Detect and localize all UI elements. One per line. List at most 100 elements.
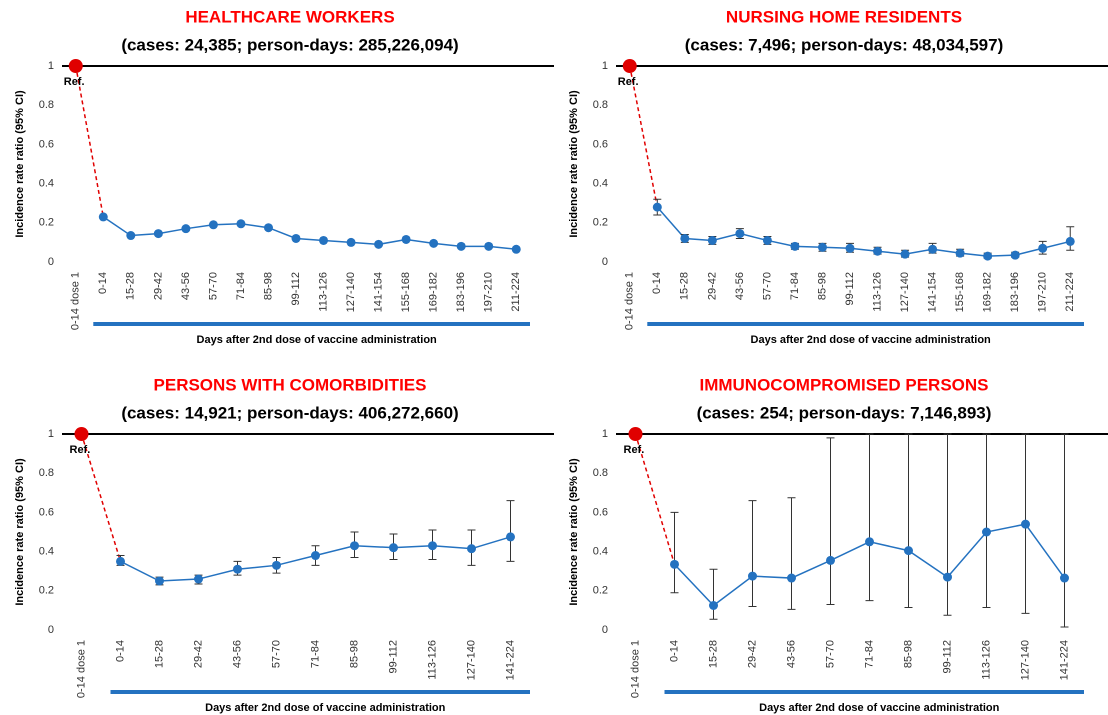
ref-connector: [80, 433, 122, 562]
point: [943, 572, 952, 582]
point: [291, 233, 301, 243]
error-bar: [943, 433, 952, 616]
x-tick-label: 15-28: [153, 640, 165, 668]
point: [1021, 519, 1030, 529]
point: [790, 241, 800, 251]
point: [208, 220, 218, 230]
x-tick-label: 57-70: [761, 272, 773, 300]
x-tick-label: 0-14 dose 1: [75, 640, 87, 698]
point: [194, 574, 203, 584]
y-tick-label: 0.6: [39, 506, 54, 518]
x-axis-label: Days after 2nd dose of vaccine administr…: [759, 702, 1000, 714]
point: [263, 223, 273, 233]
point: [346, 237, 356, 247]
error-bar: [904, 433, 913, 608]
point: [153, 229, 163, 239]
point: [709, 601, 718, 610]
point: [1038, 243, 1048, 253]
point: [787, 573, 796, 583]
y-tick-label: 1: [48, 428, 54, 440]
point: [456, 241, 466, 251]
reference-point: [68, 59, 83, 73]
y-tick-label: 0.6: [593, 506, 608, 518]
x-tick-label: 197-210: [1037, 272, 1049, 312]
x-tick-label: 113-126: [426, 640, 438, 680]
chart-title: PERSONS WITH COMORBIDITIES: [154, 375, 427, 394]
point: [652, 202, 662, 212]
point: [181, 224, 191, 234]
x-tick-label: 183-196: [455, 272, 467, 312]
x-tick-label: 99-112: [387, 640, 399, 673]
point: [904, 546, 913, 556]
point: [511, 244, 521, 254]
x-tick-label: 43-56: [734, 272, 746, 300]
point: [1010, 250, 1020, 260]
point: [670, 559, 679, 569]
point: [272, 560, 281, 570]
x-tick-label: 71-84: [863, 640, 875, 668]
point: [484, 241, 494, 251]
x-tick-label: 141-224: [1058, 640, 1070, 680]
x-tick-label: 85-98: [816, 272, 828, 300]
point: [233, 564, 242, 574]
x-tick-label: 0-14: [97, 272, 109, 294]
point: [236, 219, 246, 229]
y-axis-label: Incidence rate ratio (95% CI): [14, 90, 26, 238]
point: [350, 541, 359, 551]
x-tick-label: 85-98: [262, 272, 274, 300]
x-tick-label: 127-140: [1019, 640, 1031, 680]
error-bar: [787, 497, 796, 610]
y-tick-label: 0.2: [593, 217, 608, 229]
y-axis-label: Incidence rate ratio (95% CI): [568, 458, 580, 606]
point: [955, 248, 965, 258]
x-tick-label: 99-112: [844, 272, 856, 305]
x-tick-label: 169-182: [982, 272, 994, 312]
x-tick-label: 141-224: [504, 640, 516, 680]
error-bar: [506, 500, 515, 562]
point: [389, 543, 398, 553]
y-tick-label: 0.8: [593, 467, 608, 479]
point: [374, 239, 384, 249]
x-tick-label: 211-224: [1064, 272, 1076, 312]
x-tick-label: 0-14: [651, 272, 663, 294]
point: [762, 235, 772, 245]
point: [982, 527, 991, 537]
x-tick-label: 197-210: [483, 272, 495, 312]
point: [845, 243, 855, 253]
reference-point: [622, 59, 637, 73]
y-tick-label: 1: [602, 428, 608, 440]
y-tick-label: 0: [602, 256, 608, 268]
x-tick-label: 155-168: [954, 272, 966, 312]
y-tick-label: 0.4: [593, 178, 608, 190]
x-tick-label: 43-56: [231, 640, 243, 668]
x-tick-label: 29-42: [192, 640, 204, 668]
point: [311, 551, 320, 561]
x-tick-label: 0-14: [114, 640, 126, 662]
y-tick-label: 0.2: [39, 217, 54, 229]
x-tick-label: 99-112: [290, 272, 302, 305]
y-tick-label: 0: [48, 624, 54, 636]
point: [1060, 573, 1069, 583]
point: [983, 251, 993, 261]
x-tick-label: 141-154: [372, 272, 384, 312]
x-tick-label: 57-70: [824, 640, 836, 668]
chart-subtitle: (cases: 7,496; person-days: 48,034,597): [685, 35, 1003, 54]
x-tick-label: 155-168: [400, 272, 412, 312]
point: [873, 246, 883, 256]
x-tick-label: 113-126: [317, 272, 329, 312]
x-tick-label: 99-112: [941, 640, 953, 673]
x-tick-label: 113-126: [871, 272, 883, 312]
reference-point: [628, 427, 643, 441]
point: [506, 532, 515, 542]
point: [865, 537, 874, 547]
point: [116, 556, 125, 566]
x-tick-label: 127-140: [465, 640, 477, 680]
x-tick-label: 15-28: [125, 272, 137, 300]
x-tick-label: 183-196: [1009, 272, 1021, 312]
x-tick-label: 127-140: [345, 272, 357, 312]
error-bar: [670, 511, 679, 594]
y-tick-label: 0.6: [39, 138, 54, 150]
point: [707, 235, 717, 245]
y-tick-label: 1: [48, 60, 54, 72]
